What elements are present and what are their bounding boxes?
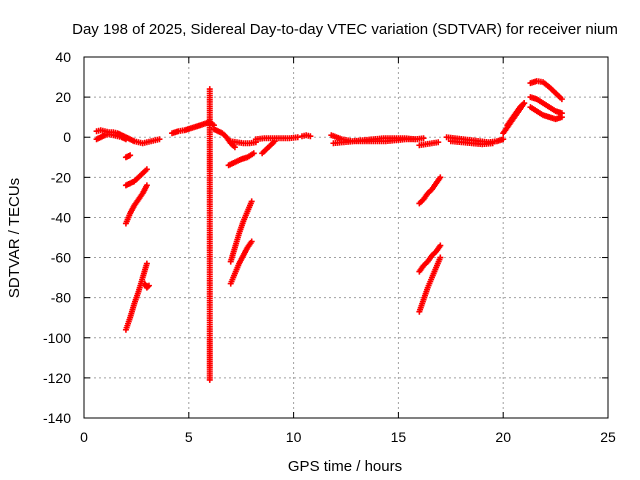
- axes: -140 -120 -100 -80 -60 -40 -20 0 20 40 0 5 10 15 20 25: [43, 49, 616, 445]
- data-points: [93, 78, 565, 383]
- x-tick-label: 20: [495, 429, 511, 445]
- data-point: [250, 150, 257, 157]
- chart-title: Day 198 of 2025, Sidereal Day-to-day VTE…: [72, 21, 618, 38]
- series-streak-7-8b: [227, 238, 255, 287]
- data-point: [435, 139, 442, 146]
- x-tick-label: 5: [185, 429, 193, 445]
- series-arc-8-9: [259, 138, 278, 157]
- data-point: [558, 114, 565, 121]
- data-point: [489, 140, 496, 147]
- y-tick-label: -40: [51, 209, 71, 225]
- series-spike-6: [206, 86, 213, 383]
- y-tick-label: 0: [63, 129, 71, 145]
- data-point: [558, 96, 565, 103]
- data-point: [437, 242, 444, 249]
- data-point: [294, 134, 301, 141]
- y-tick-label: -140: [43, 410, 71, 426]
- series-arc-8-10: [252, 134, 301, 143]
- series-streak-7-8a: [227, 198, 255, 265]
- y-tick-label: -120: [43, 370, 71, 386]
- x-tick-label: 0: [80, 429, 88, 445]
- data-point: [437, 254, 444, 261]
- data-point: [500, 136, 507, 143]
- y-axis-label: SDTVAR / TECUs: [6, 178, 23, 298]
- series-streak-16-17b: [416, 242, 444, 275]
- data-point: [307, 133, 314, 140]
- y-tick-label: -60: [51, 250, 71, 266]
- data-point: [521, 100, 528, 107]
- data-point: [206, 376, 213, 383]
- data-point: [156, 136, 163, 143]
- series-arc-21-23-low: [527, 104, 565, 123]
- y-tick-label: 20: [55, 89, 71, 105]
- series-streak-2-3b: [122, 182, 150, 227]
- x-tick-label: 15: [391, 429, 407, 445]
- series-streak-2-3a: [122, 166, 150, 189]
- x-axis-label: GPS time / hours: [288, 458, 402, 475]
- series-arc-baseline-early-2: [93, 131, 129, 143]
- data-point: [248, 198, 255, 205]
- series-arc-7-8b: [225, 150, 257, 169]
- series-streak-16-17a: [416, 174, 444, 207]
- y-tick-label: -20: [51, 169, 71, 185]
- series-blob-3: [141, 280, 152, 291]
- data-point: [248, 238, 255, 245]
- series-arc-17-20b: [447, 138, 496, 148]
- data-point: [127, 152, 134, 159]
- y-tick-label: -80: [51, 290, 71, 306]
- series-spike-2-a: [122, 152, 134, 161]
- series-arc-21-23-top: [527, 78, 565, 103]
- data-point: [143, 260, 150, 267]
- series-streak-16-17c: [416, 254, 444, 315]
- data-point: [144, 283, 151, 290]
- series-arc-16-17: [416, 139, 442, 149]
- series-arc-7-8: [227, 138, 259, 147]
- data-point: [143, 166, 150, 173]
- y-tick-label: -100: [43, 330, 71, 346]
- series-streak-2-3c: [122, 260, 150, 333]
- series-arc-12-16b: [330, 136, 421, 147]
- data-point: [122, 136, 129, 143]
- data-point: [437, 174, 444, 181]
- series-arc-21-23-mid: [527, 94, 565, 117]
- series-arc-10-11: [298, 132, 314, 140]
- x-tick-label: 25: [600, 429, 616, 445]
- y-tick-label: 40: [55, 49, 71, 65]
- data-point: [414, 136, 421, 143]
- data-point: [143, 182, 150, 189]
- series-arc-20-21b: [504, 100, 528, 129]
- data-point: [145, 282, 152, 289]
- plot-frame: [83, 56, 609, 419]
- data-point: [420, 135, 427, 142]
- x-tick-label: 10: [286, 429, 302, 445]
- data-point: [231, 144, 238, 151]
